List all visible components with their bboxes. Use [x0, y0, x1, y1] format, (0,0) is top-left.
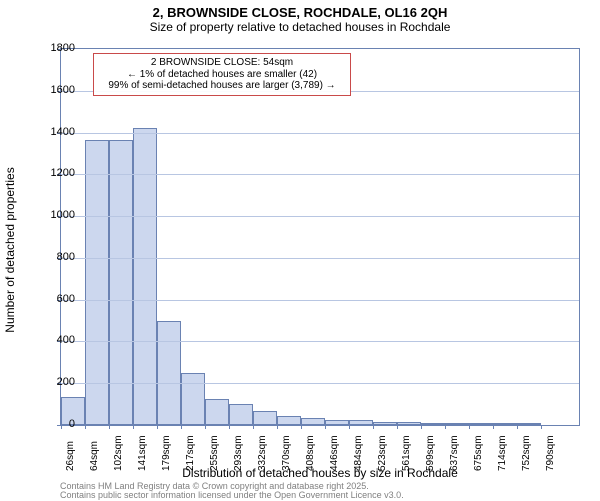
gridline — [61, 341, 579, 342]
histogram-bar — [421, 423, 445, 425]
xtick-mark — [205, 425, 206, 429]
xtick-mark — [133, 425, 134, 429]
xtick-mark — [109, 425, 110, 429]
chart-subtitle: Size of property relative to detached ho… — [0, 20, 600, 34]
xtick-mark — [229, 425, 230, 429]
histogram-bar — [253, 411, 277, 425]
xtick-mark — [277, 425, 278, 429]
xtick-mark — [517, 425, 518, 429]
histogram-bar — [493, 423, 517, 425]
histogram-bar — [349, 420, 373, 425]
y-axis-label: Number of detached properties — [3, 167, 17, 332]
footer-attribution: Contains HM Land Registry data © Crown c… — [60, 482, 404, 501]
histogram-bar — [301, 418, 325, 425]
xtick-mark — [349, 425, 350, 429]
histogram-bar — [373, 422, 397, 425]
ytick-label: 1200 — [35, 167, 75, 179]
xtick-mark — [541, 425, 542, 429]
histogram-bar — [277, 416, 301, 425]
xtick-mark — [421, 425, 422, 429]
gridline — [61, 133, 579, 134]
xtick-mark — [373, 425, 374, 429]
xtick-mark — [325, 425, 326, 429]
histogram-bar — [397, 422, 421, 425]
histogram-bar — [85, 140, 109, 425]
ytick-label: 1000 — [35, 209, 75, 221]
gridline — [61, 383, 579, 384]
xtick-mark — [157, 425, 158, 429]
xtick-mark — [301, 425, 302, 429]
footer-line: Contains public sector information licen… — [60, 491, 404, 500]
histogram-bar — [469, 423, 493, 425]
ytick-label: 1600 — [35, 84, 75, 96]
histogram-bar — [205, 399, 229, 425]
histogram-bar — [133, 128, 157, 425]
xtick-mark — [445, 425, 446, 429]
chart-title: 2, BROWNSIDE CLOSE, ROCHDALE, OL16 2QH — [0, 0, 600, 20]
gridline — [61, 174, 579, 175]
histogram-bar — [181, 373, 205, 425]
ytick-label: 1800 — [35, 42, 75, 54]
ytick-label: 1400 — [35, 126, 75, 138]
histogram-bar — [229, 404, 253, 425]
ytick-label: 800 — [35, 251, 75, 263]
xtick-mark — [253, 425, 254, 429]
ytick-label: 400 — [35, 334, 75, 346]
ytick-label: 0 — [35, 418, 75, 430]
histogram-bar — [517, 423, 541, 425]
histogram-bar — [325, 420, 349, 425]
histogram-chart: 2, BROWNSIDE CLOSE, ROCHDALE, OL16 2QH S… — [0, 0, 600, 500]
xtick-mark — [181, 425, 182, 429]
annotation-line: 99% of semi-detached houses are larger (… — [100, 80, 344, 92]
gridline — [61, 300, 579, 301]
annotation-line: ← 1% of detached houses are smaller (42) — [100, 69, 344, 81]
histogram-bar — [157, 321, 181, 425]
bars-group — [61, 49, 579, 425]
ytick-label: 200 — [35, 376, 75, 388]
plot-area: 26sqm64sqm102sqm141sqm179sqm217sqm255sqm… — [60, 48, 580, 426]
gridline — [61, 216, 579, 217]
histogram-bar — [109, 140, 133, 425]
xtick-mark — [469, 425, 470, 429]
annotation-line: 2 BROWNSIDE CLOSE: 54sqm — [100, 57, 344, 69]
annotation-callout: 2 BROWNSIDE CLOSE: 54sqm ← 1% of detache… — [93, 53, 351, 96]
xtick-mark — [397, 425, 398, 429]
histogram-bar — [445, 423, 469, 425]
gridline — [61, 258, 579, 259]
x-axis-label: Distribution of detached houses by size … — [60, 466, 580, 480]
xtick-mark — [493, 425, 494, 429]
ytick-label: 600 — [35, 293, 75, 305]
xtick-mark — [85, 425, 86, 429]
